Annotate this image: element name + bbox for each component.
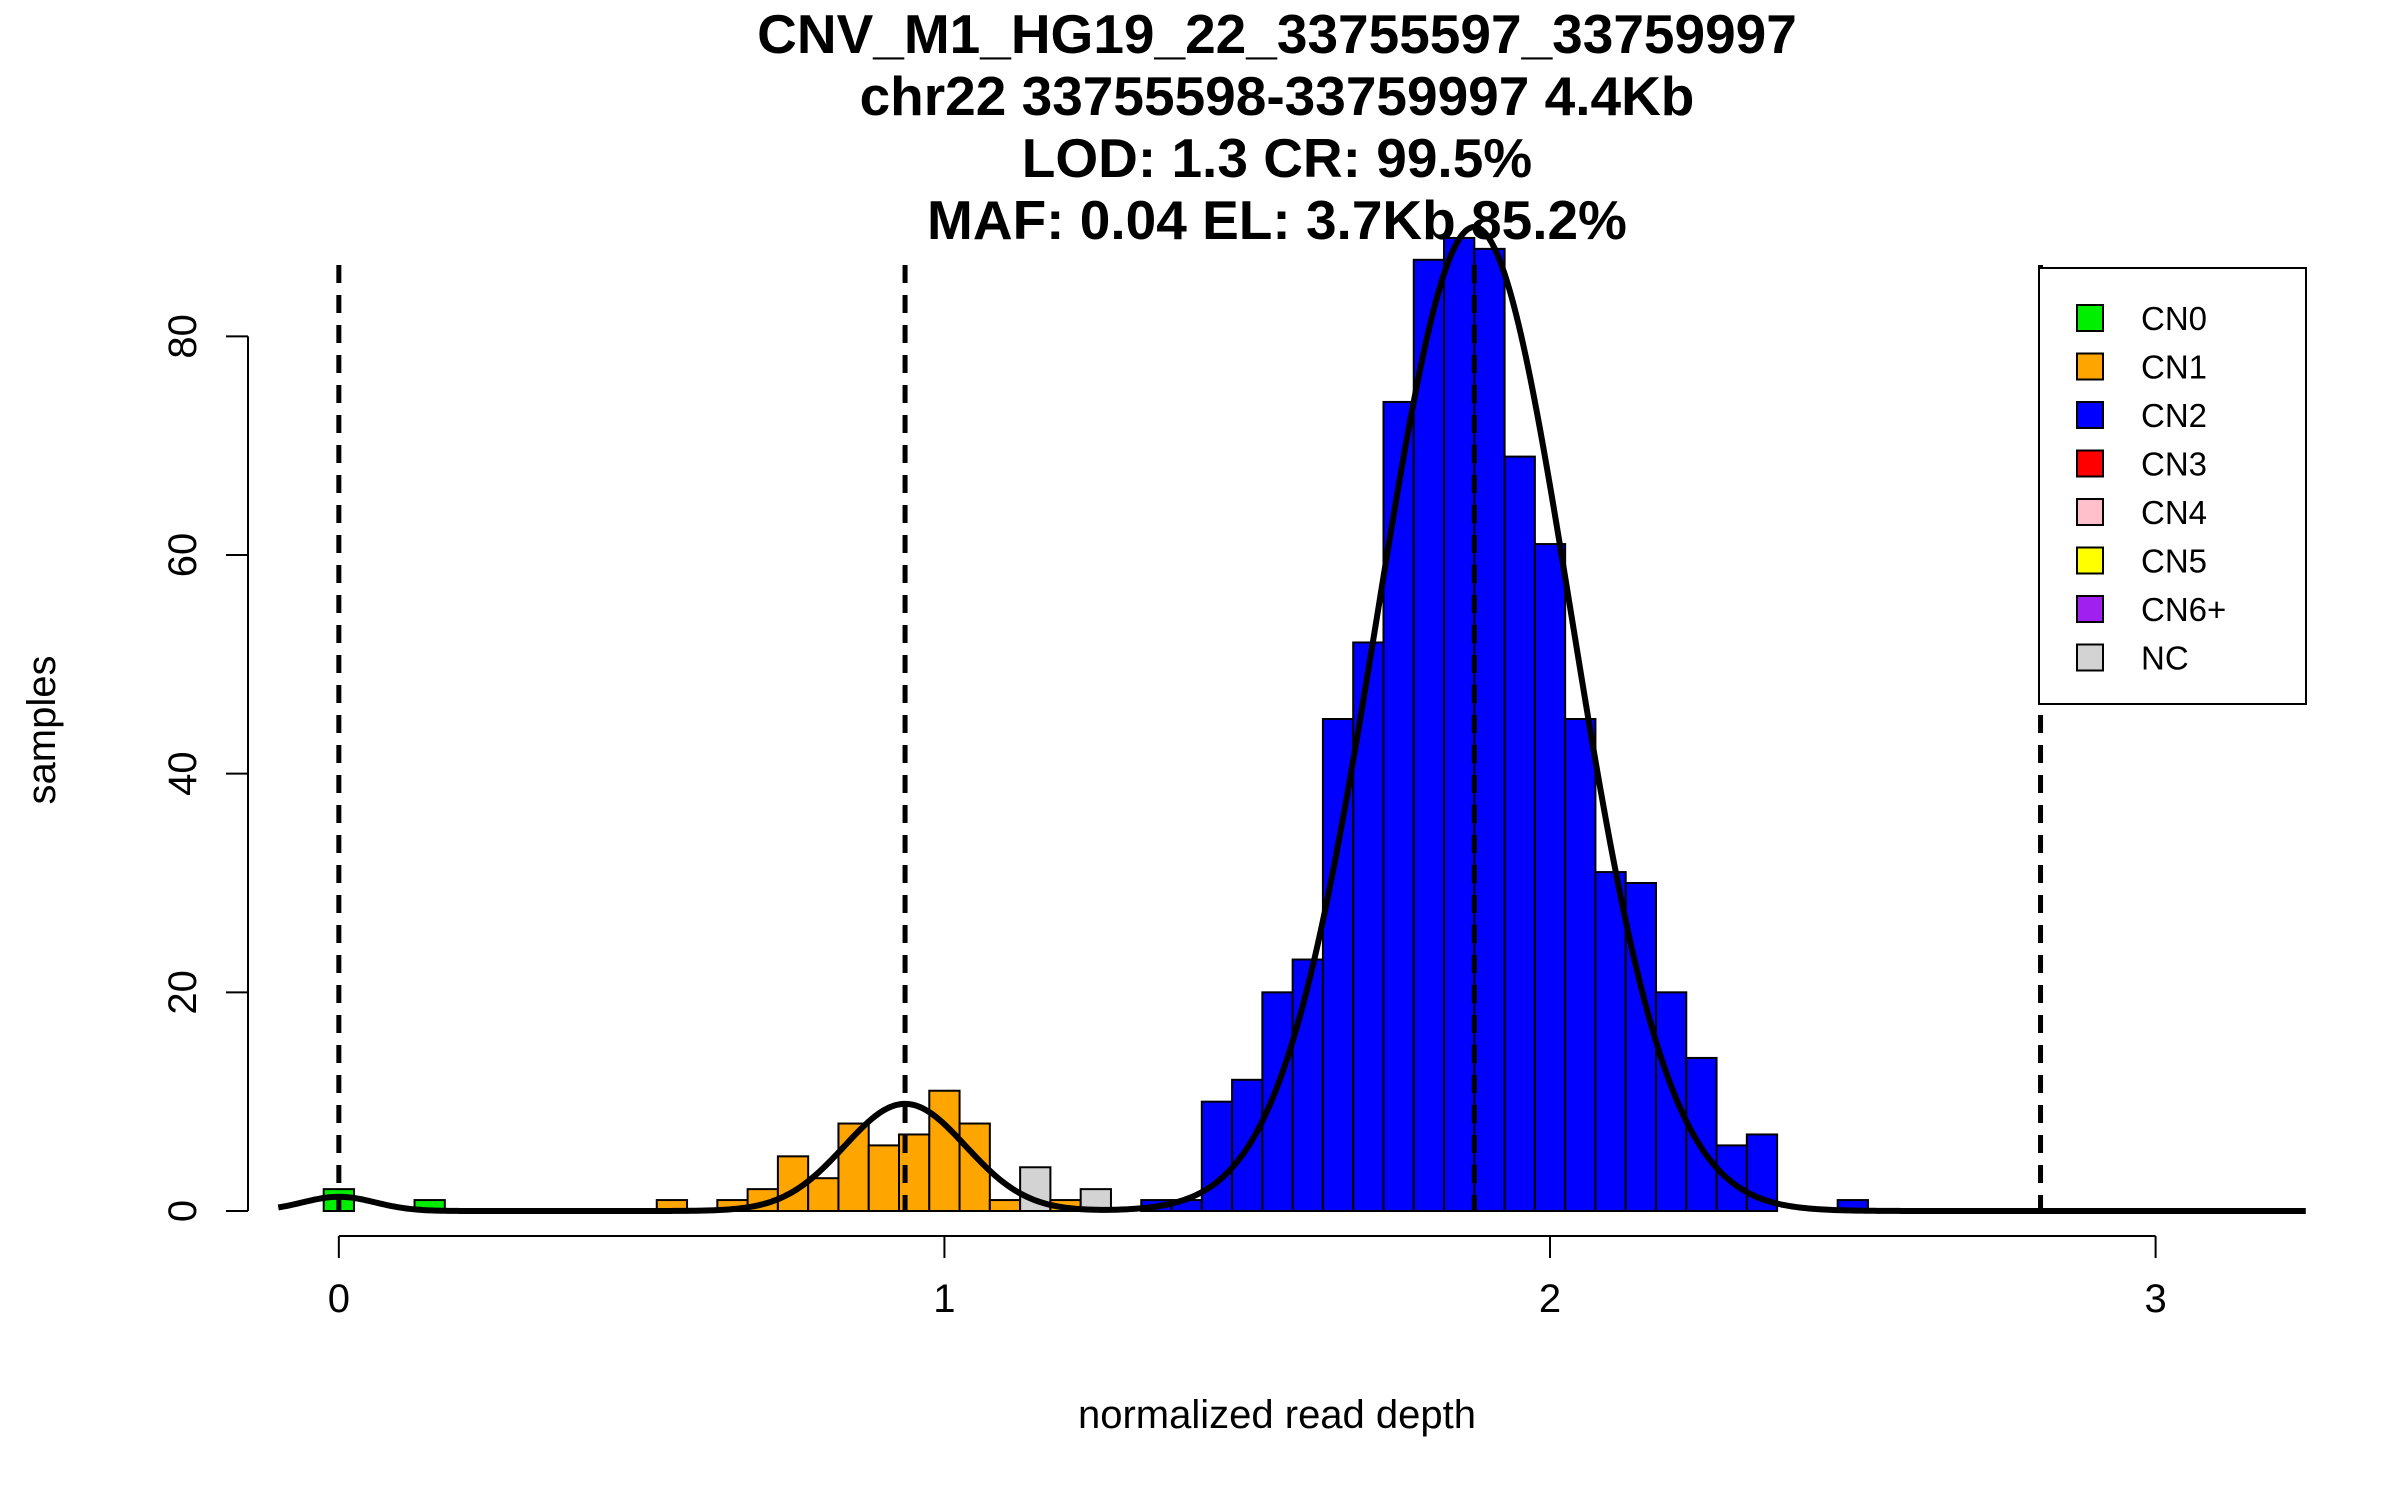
histogram-bar bbox=[1654, 991, 1688, 1212]
x-tick-label: 0 bbox=[328, 1277, 350, 1321]
title-line-4: MAF: 0.04 EL: 3.7Kb 85.2% bbox=[927, 189, 1627, 251]
histogram-bar bbox=[1473, 247, 1506, 1213]
y-axis-label: samples bbox=[20, 656, 64, 805]
histogram-bar bbox=[1261, 991, 1294, 1212]
chart-title: CNV_M1_HG19_22_33755597_33759997 chr22 3… bbox=[757, 3, 1797, 251]
legend-label: CN4 bbox=[2141, 494, 2207, 531]
title-line-2: chr22 33755598-33759997 4.4Kb bbox=[860, 65, 1695, 127]
legend-swatch bbox=[2076, 449, 2104, 478]
y-tick-label: 60 bbox=[161, 533, 205, 578]
histogram-bar bbox=[1503, 455, 1536, 1213]
title-line-1: CNV_M1_HG19_22_33755597_33759997 bbox=[757, 3, 1797, 65]
legend-swatch bbox=[2076, 643, 2104, 672]
histogram-bar bbox=[1443, 236, 1476, 1212]
y-tick-label: 80 bbox=[161, 314, 205, 359]
x-tick-label: 1 bbox=[933, 1277, 955, 1321]
legend-swatch bbox=[2076, 546, 2104, 575]
cutoff-lines bbox=[336, 265, 2044, 1211]
legend-label: CN6+ bbox=[2141, 591, 2226, 628]
x-axis-label: normalized read depth bbox=[1078, 1393, 1476, 1437]
histogram-bar bbox=[1382, 400, 1415, 1212]
density-curve bbox=[277, 224, 2307, 1214]
histogram-bar bbox=[1564, 718, 1597, 1212]
legend-label: CN0 bbox=[2141, 300, 2207, 337]
histogram-bar bbox=[1412, 258, 1446, 1212]
legend-label: CN3 bbox=[2141, 446, 2207, 483]
y-tick-label: 40 bbox=[161, 751, 205, 796]
histogram-bar bbox=[1594, 871, 1627, 1212]
y-tick-label: 20 bbox=[161, 970, 205, 1015]
histogram-bar bbox=[1533, 543, 1567, 1212]
legend-swatch bbox=[2076, 304, 2104, 332]
legend-label: CN1 bbox=[2141, 349, 2207, 386]
x-tick-label: 3 bbox=[2144, 1277, 2166, 1321]
histogram-bar bbox=[807, 1177, 840, 1212]
legend-label: NC bbox=[2141, 640, 2189, 677]
legend-label: CN5 bbox=[2141, 543, 2207, 580]
histogram-bar bbox=[867, 1144, 901, 1213]
y-tick-label: 0 bbox=[161, 1200, 205, 1222]
histogram-bar bbox=[988, 1199, 1022, 1212]
legend: CN0 CN1 CN2 CN3 CN4 CN5 CN6+ NC bbox=[2038, 267, 2307, 705]
histogram-bar bbox=[1291, 958, 1324, 1212]
legend-swatch bbox=[2076, 498, 2104, 526]
title-line-3: LOD: 1.3 CR: 99.5% bbox=[1022, 127, 1532, 189]
legend-swatch bbox=[2076, 352, 2104, 381]
legend-box bbox=[2038, 267, 2307, 705]
histogram-bar bbox=[1715, 1144, 1748, 1213]
density-curves bbox=[277, 224, 2307, 1214]
histogram-bar bbox=[928, 1089, 961, 1212]
x-tick-label: 2 bbox=[1539, 1277, 1561, 1321]
legend-label: CN2 bbox=[2141, 397, 2207, 434]
legend-swatch bbox=[2076, 401, 2104, 429]
axes: 0 20 40 60 80 0 1 2 3 bbox=[161, 314, 2167, 1321]
histogram-bar bbox=[1200, 1100, 1234, 1212]
legend-swatch bbox=[2076, 595, 2104, 623]
histogram-bars bbox=[322, 236, 2229, 1213]
